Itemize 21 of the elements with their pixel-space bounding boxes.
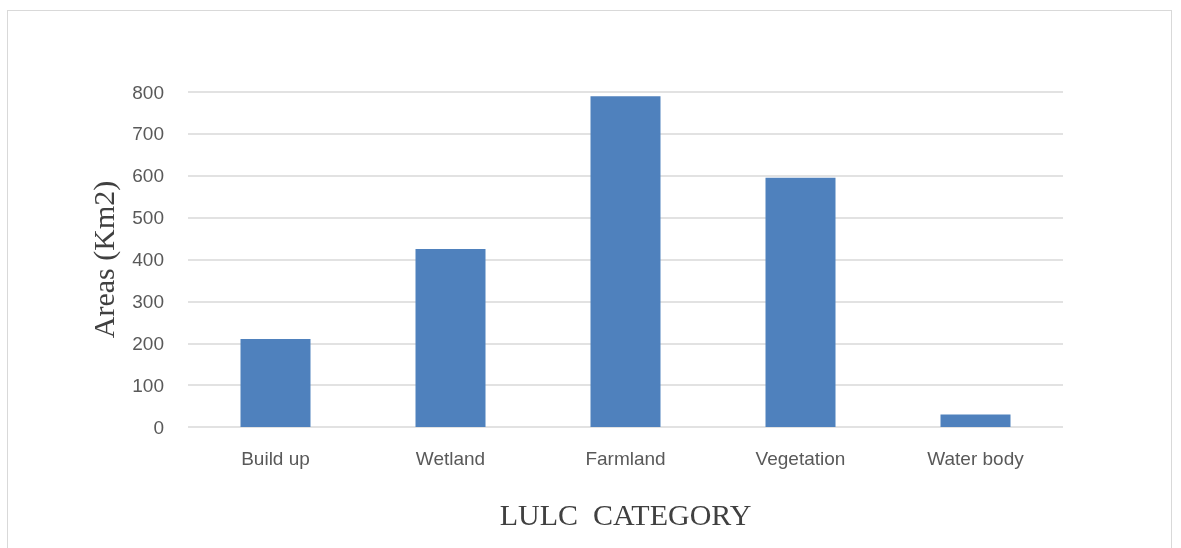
bar bbox=[590, 96, 661, 427]
bar bbox=[940, 414, 1011, 427]
y-tick-label: 200 bbox=[132, 332, 164, 354]
bar bbox=[415, 249, 486, 427]
x-tick-label: Wetland bbox=[415, 448, 486, 469]
y-axis-title: Areas (Km2) bbox=[86, 180, 121, 339]
x-tick-label: Build up bbox=[241, 448, 310, 469]
x-tick-label: Water body bbox=[927, 448, 1025, 469]
y-tick-label: 700 bbox=[132, 123, 164, 145]
x-axis-title: LULC CATEGORY bbox=[499, 497, 752, 531]
y-tick-label: 300 bbox=[132, 290, 164, 312]
bar bbox=[765, 177, 836, 427]
y-tick-label: 500 bbox=[132, 207, 164, 229]
y-tick-label: 0 bbox=[153, 416, 164, 438]
x-tick-label: Farmland bbox=[585, 448, 666, 469]
y-tick-label: 100 bbox=[132, 374, 164, 396]
y-tick-label: 600 bbox=[132, 165, 164, 187]
y-tick-label: 400 bbox=[132, 249, 164, 270]
x-tick-label: Vegetation bbox=[755, 448, 846, 469]
y-tick-label: 800 bbox=[132, 81, 164, 103]
bar bbox=[240, 339, 311, 427]
